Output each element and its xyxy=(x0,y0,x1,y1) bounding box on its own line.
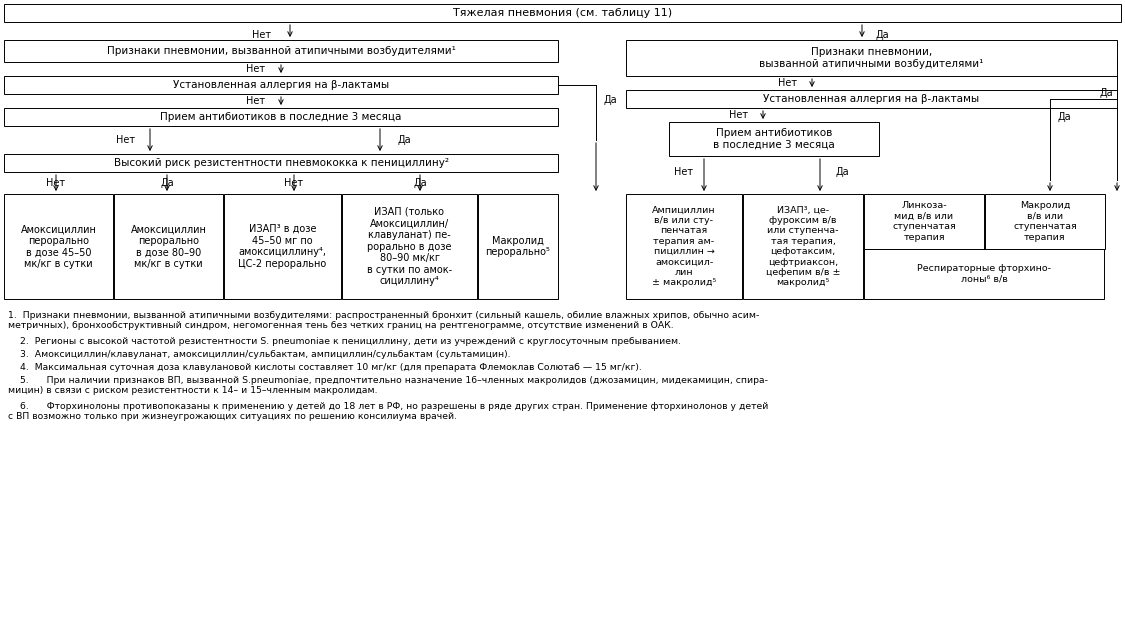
Bar xyxy=(4,40,558,62)
Bar xyxy=(114,194,223,299)
Text: Нет: Нет xyxy=(252,30,271,40)
Text: Да: Да xyxy=(397,135,411,145)
Bar xyxy=(626,194,742,299)
Text: Да: Да xyxy=(875,30,889,40)
Text: Макролид
в/в или
ступенчатая
терапия: Макролид в/в или ступенчатая терапия xyxy=(1014,201,1077,242)
Text: Нет: Нет xyxy=(729,110,748,120)
Text: Нет: Нет xyxy=(285,178,304,188)
Bar xyxy=(742,194,863,299)
Bar xyxy=(4,154,558,172)
Text: Амоксициллин
перорально
в дозе 45–50
мк/кг в сутки: Амоксициллин перорально в дозе 45–50 мк/… xyxy=(20,224,97,269)
Text: Макролид
перорально⁵: Макролид перорально⁵ xyxy=(486,236,550,258)
Text: Высокий риск резистентности пневмококка к пенициллину²: Высокий риск резистентности пневмококка … xyxy=(114,158,449,168)
Text: Да: Да xyxy=(160,178,173,188)
Bar xyxy=(4,108,558,126)
Text: Да: Да xyxy=(835,167,849,177)
Bar xyxy=(669,122,879,156)
Bar xyxy=(224,194,341,299)
Bar xyxy=(342,194,477,299)
Text: 5.      При наличии признаков ВП, вызванной S.pneumoniae, предпочтительно назнач: 5. При наличии признаков ВП, вызванной S… xyxy=(8,376,768,396)
Text: 2.  Регионы с высокой частотой резистентности S. pneumoniae к пенициллину, дети : 2. Регионы с высокой частотой резистентн… xyxy=(8,337,681,346)
Text: Признаки пневмонии, вызванной атипичными возбудителями¹: Признаки пневмонии, вызванной атипичными… xyxy=(107,46,456,56)
Text: 4.  Максимальная суточная доза клавулановой кислоты составляет 10 мг/кг (для пре: 4. Максимальная суточная доза клавуланов… xyxy=(8,363,641,372)
Text: 3.  Амоксициллин/клавуланат, амоксициллин/сульбактам, ампициллин/сульбактам (сул: 3. Амоксициллин/клавуланат, амоксициллин… xyxy=(8,350,511,359)
Text: Прием антибиотиков в последние 3 месяца: Прием антибиотиков в последние 3 месяца xyxy=(161,112,402,122)
Text: Признаки пневмонии,
вызванной атипичными возбудителями¹: Признаки пневмонии, вызванной атипичными… xyxy=(759,48,983,69)
Bar xyxy=(626,90,1117,108)
Text: Да: Да xyxy=(1058,112,1071,122)
Bar xyxy=(864,194,984,249)
Bar xyxy=(986,194,1105,249)
Bar xyxy=(4,4,1120,22)
Text: Нет: Нет xyxy=(246,96,266,106)
Text: Да: Да xyxy=(1099,88,1113,98)
Text: Тяжелая пневмония (см. таблицу 11): Тяжелая пневмония (см. таблицу 11) xyxy=(453,8,672,18)
Text: Амоксициллин
перорально
в дозе 80–90
мк/кг в сутки: Амоксициллин перорально в дозе 80–90 мк/… xyxy=(130,224,207,269)
Text: Ампициллин
в/в или сту-
пенчатая
терапия ам-
пициллин →
амоксицил-
лин
± макроли: Ампициллин в/в или сту- пенчатая терапия… xyxy=(651,206,717,288)
Bar xyxy=(626,40,1117,76)
Text: Да: Да xyxy=(603,95,616,105)
Text: Установленная аллергия на β-лактамы: Установленная аллергия на β-лактамы xyxy=(173,80,389,90)
Text: Нет: Нет xyxy=(46,178,65,188)
Text: Да: Да xyxy=(413,178,426,188)
Text: 6.      Фторхинолоны противопоказаны к применению у детей до 18 лет в РФ, но раз: 6. Фторхинолоны противопоказаны к примен… xyxy=(8,402,768,421)
Text: Линкоза-
мид в/в или
ступенчатая
терапия: Линкоза- мид в/в или ступенчатая терапия xyxy=(892,201,956,242)
Bar xyxy=(864,249,1104,299)
Text: Респираторные фторхино-
лоны⁶ в/в: Респираторные фторхино- лоны⁶ в/в xyxy=(917,264,1051,284)
Text: ИЗАП³, це-
фуроксим в/в
или ступенча-
тая терапия,
цефотаксим,
цефтриаксон,
цефе: ИЗАП³, це- фуроксим в/в или ступенча- та… xyxy=(766,206,840,288)
Text: ИЗАП (только
Амоксициллин/
клавуланат) пе-
рорально в дозе
80–90 мк/кг
в сутки п: ИЗАП (только Амоксициллин/ клавуланат) п… xyxy=(367,207,452,286)
Text: Установленная аллергия на β-лактамы: Установленная аллергия на β-лактамы xyxy=(764,94,980,104)
Text: Нет: Нет xyxy=(117,135,136,145)
Text: Прием антибиотиков
в последние 3 месяца: Прием антибиотиков в последние 3 месяца xyxy=(713,128,835,150)
Bar xyxy=(4,76,558,94)
Bar xyxy=(478,194,558,299)
Bar xyxy=(4,194,112,299)
Text: ИЗАП³ в дозе
45–50 мг по
амоксициллину⁴,
ЦС-2 перорально: ИЗАП³ в дозе 45–50 мг по амоксициллину⁴,… xyxy=(238,224,326,269)
Text: Нет: Нет xyxy=(246,64,266,74)
Text: 1.  Признаки пневмонии, вызванной атипичными возбудителями: распространенный бро: 1. Признаки пневмонии, вызванной атипичн… xyxy=(8,311,759,331)
Text: Нет: Нет xyxy=(675,167,693,177)
Text: Нет: Нет xyxy=(778,78,798,88)
